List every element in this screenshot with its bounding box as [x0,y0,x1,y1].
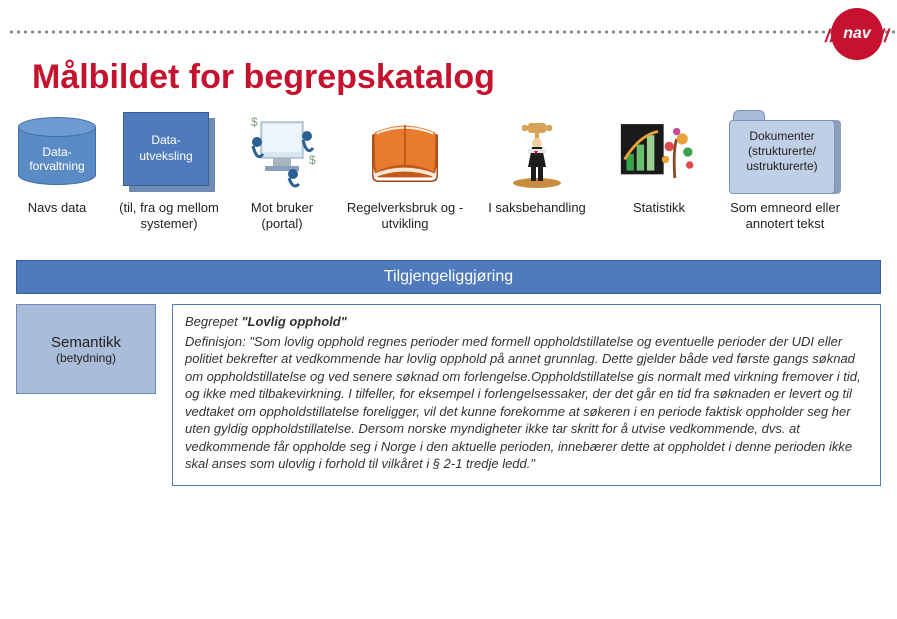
folder-label: Dokumenter (strukturerte/ ustrukturerte) [746,129,817,173]
icon-dokumenter: Dokumenter (strukturerte/ ustrukturerte)… [722,108,848,233]
def-body: : "Som lovlig opphold regnes perioder me… [185,334,861,472]
caption-statistikk: Statistikk [633,200,685,216]
cylinder-label-2: forvaltning [29,159,84,173]
portal-icon: $ $ [242,113,322,191]
icon-saksbehandling: I saksbehandling [478,108,596,216]
icon-data-utveksling: Data- utveksling (til, fra og mellom sys… [114,108,224,233]
lower-content-row: Semantikk (betydning) Begrepet "Lovlig o… [16,304,881,486]
cylinder-label-1: Data- [42,145,71,159]
bar-label: Tilgjengeliggjøring [384,268,513,286]
database-cylinder-icon: Data- forvaltning [18,117,96,187]
definition-box: Begrepet "Lovlig opphold" Definisjon: "S… [172,304,881,486]
icon-statistikk: Statistikk [604,108,714,216]
book-icon [365,113,445,191]
icon-regelverk: Regelverksbruk og -utvikling [340,108,470,233]
caption-navs-data: Navs data [28,200,87,216]
svg-text:$: $ [309,153,316,167]
semantikk-title: Semantikk [51,334,121,351]
stats-icon [619,113,699,191]
caption-dokumenter: Som emneord eller annotert tekst [724,200,846,233]
page-title: Målbildet for begrepskatalog [32,58,495,97]
logo-text: nav [843,25,871,43]
icon-portal: $ $ Mot bruker (portal) [232,108,332,233]
caption-portal: Mot bruker (portal) [237,200,327,233]
semantikk-box: Semantikk (betydning) [16,304,156,394]
folder-icon: Dokumenter (strukturerte/ ustrukturerte) [729,110,841,194]
nav-logo: /// nav /// [823,8,893,60]
dotted-divider [8,30,897,34]
def-prefix: Begrepet [185,314,241,329]
caption-systemer: (til, fra og mellom systemer) [119,200,219,233]
icon-data-forvaltning: Data- forvaltning Navs data [8,108,106,216]
caption-regelverk: Regelverksbruk og -utvikling [345,200,465,233]
logo-slash-left: /// [825,26,840,47]
box-label-1: Data- [151,133,180,147]
svg-text:$: $ [251,115,258,129]
box-icon: Data- utveksling [123,112,215,192]
box-label-2: utveksling [139,149,192,163]
concept-icons-row: Data- forvaltning Navs data Data- utveks… [8,108,889,233]
tilgjengelig-bar: Tilgjengeliggjøring [16,260,881,294]
gavel-icon [497,113,577,191]
logo-slash-right: /// [874,26,889,47]
caption-saksbehandling: I saksbehandling [488,200,586,216]
def-term: "Lovlig opphold" [241,314,346,329]
semantikk-subtitle: (betydning) [56,351,116,365]
def-label: Definisjon [185,334,242,349]
